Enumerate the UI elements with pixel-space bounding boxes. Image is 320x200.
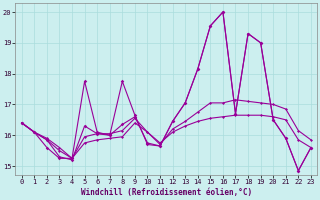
X-axis label: Windchill (Refroidissement éolien,°C): Windchill (Refroidissement éolien,°C) xyxy=(81,188,252,197)
